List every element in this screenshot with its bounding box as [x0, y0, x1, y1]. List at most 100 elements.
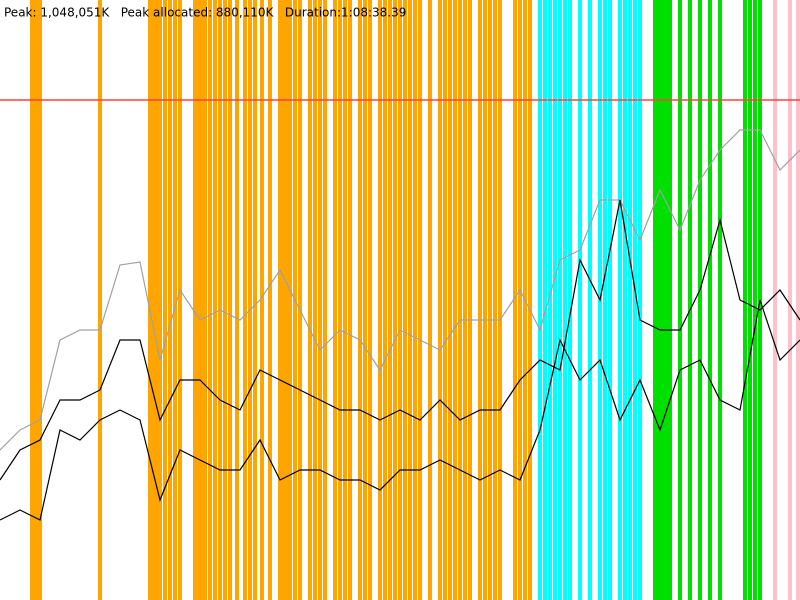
- event-stripe: [318, 0, 322, 600]
- event-stripe: [628, 0, 632, 600]
- event-stripe: [788, 0, 792, 600]
- event-stripe: [363, 0, 367, 600]
- event-stripe: [196, 0, 200, 600]
- event-stripe: [678, 0, 682, 600]
- event-stripe: [98, 0, 102, 600]
- event-stripe: [568, 0, 572, 600]
- event-stripe: [358, 0, 362, 600]
- event-stripe: [528, 0, 532, 600]
- event-stripe: [383, 0, 387, 600]
- series-line: [0, 129, 800, 451]
- event-stripe: [623, 0, 627, 600]
- event-stripe: [748, 0, 752, 600]
- event-stripe: [343, 0, 347, 600]
- event-stripe: [348, 0, 352, 600]
- event-stripe: [243, 0, 247, 600]
- event-stripe: [428, 0, 432, 600]
- event-stripe: [203, 0, 207, 600]
- event-stripe: [553, 0, 557, 600]
- event-stripe: [588, 0, 592, 600]
- event-stripe: [253, 0, 257, 600]
- event-stripe: [155, 0, 159, 600]
- event-stripe: [698, 0, 702, 600]
- event-stripe: [413, 0, 417, 600]
- event-stripe: [323, 0, 327, 600]
- event-stripe: [393, 0, 397, 600]
- event-stripe: [538, 0, 542, 600]
- event-stripe: [608, 0, 612, 600]
- event-stripe: [418, 0, 422, 600]
- event-stripe: [558, 0, 562, 600]
- event-stripe: [656, 0, 660, 600]
- event-stripe: [285, 0, 289, 600]
- event-stripe: [193, 0, 197, 600]
- event-stripe: [218, 0, 222, 600]
- series-line: [0, 299, 800, 521]
- event-stripe: [638, 0, 642, 600]
- event-stripe: [338, 0, 342, 600]
- event-stripe: [488, 0, 492, 600]
- event-stripe: [313, 0, 317, 600]
- event-stripe: [708, 0, 712, 600]
- event-stripe: [213, 0, 217, 600]
- event-stripe: [458, 0, 462, 600]
- event-stripe: [664, 0, 668, 600]
- event-stripe: [513, 0, 517, 600]
- event-stripe: [578, 0, 582, 600]
- event-stripe: [200, 0, 204, 600]
- event-stripe: [478, 0, 482, 600]
- event-stripe: [438, 0, 442, 600]
- event-stripe: [223, 0, 227, 600]
- event-stripe: [548, 0, 552, 600]
- event-stripe: [718, 0, 722, 600]
- event-stripe: [208, 0, 212, 600]
- event-stripe: [388, 0, 392, 600]
- event-stripe: [333, 0, 337, 600]
- event-stripe: [38, 0, 42, 600]
- event-stripe: [688, 0, 692, 600]
- plot-lines: [0, 99, 800, 521]
- event-stripe: [493, 0, 497, 600]
- event-stripe: [148, 0, 152, 600]
- event-stripe: [563, 0, 567, 600]
- event-stripe: [753, 0, 757, 600]
- event-stripe: [543, 0, 547, 600]
- event-stripe: [483, 0, 487, 600]
- event-stripe: [660, 0, 664, 600]
- event-stripe: [773, 0, 777, 600]
- series-line: [0, 199, 800, 481]
- event-stripe: [618, 0, 622, 600]
- event-stripe: [235, 0, 239, 600]
- event-stripe: [653, 0, 657, 600]
- event-stripe: [30, 0, 34, 600]
- event-stripe: [278, 0, 282, 600]
- event-stripe: [443, 0, 447, 600]
- event-stripe: [173, 0, 177, 600]
- event-stripe: [248, 0, 252, 600]
- event-stripe: [34, 0, 38, 600]
- event-stripe: [408, 0, 412, 600]
- event-stripe: [633, 0, 637, 600]
- event-stripe: [163, 0, 167, 600]
- event-stripe: [368, 0, 372, 600]
- event-stripe: [448, 0, 452, 600]
- event-stripe: [518, 0, 522, 600]
- event-stripe: [453, 0, 457, 600]
- event-stripe: [398, 0, 402, 600]
- event-stripe: [288, 0, 292, 600]
- event-stripe: [260, 0, 264, 600]
- event-stripe: [228, 0, 232, 600]
- event-stripes: [30, 0, 800, 600]
- event-stripe: [743, 0, 747, 600]
- header-stats: Peak: 1,048,051K Peak allocated: 880,110…: [4, 6, 406, 20]
- event-stripe: [498, 0, 502, 600]
- event-stripe: [668, 0, 672, 600]
- event-stripe: [298, 0, 302, 600]
- event-stripe: [378, 0, 382, 600]
- event-stripe: [268, 0, 272, 600]
- event-stripe: [463, 0, 467, 600]
- event-stripe: [468, 0, 472, 600]
- event-stripe: [158, 0, 162, 600]
